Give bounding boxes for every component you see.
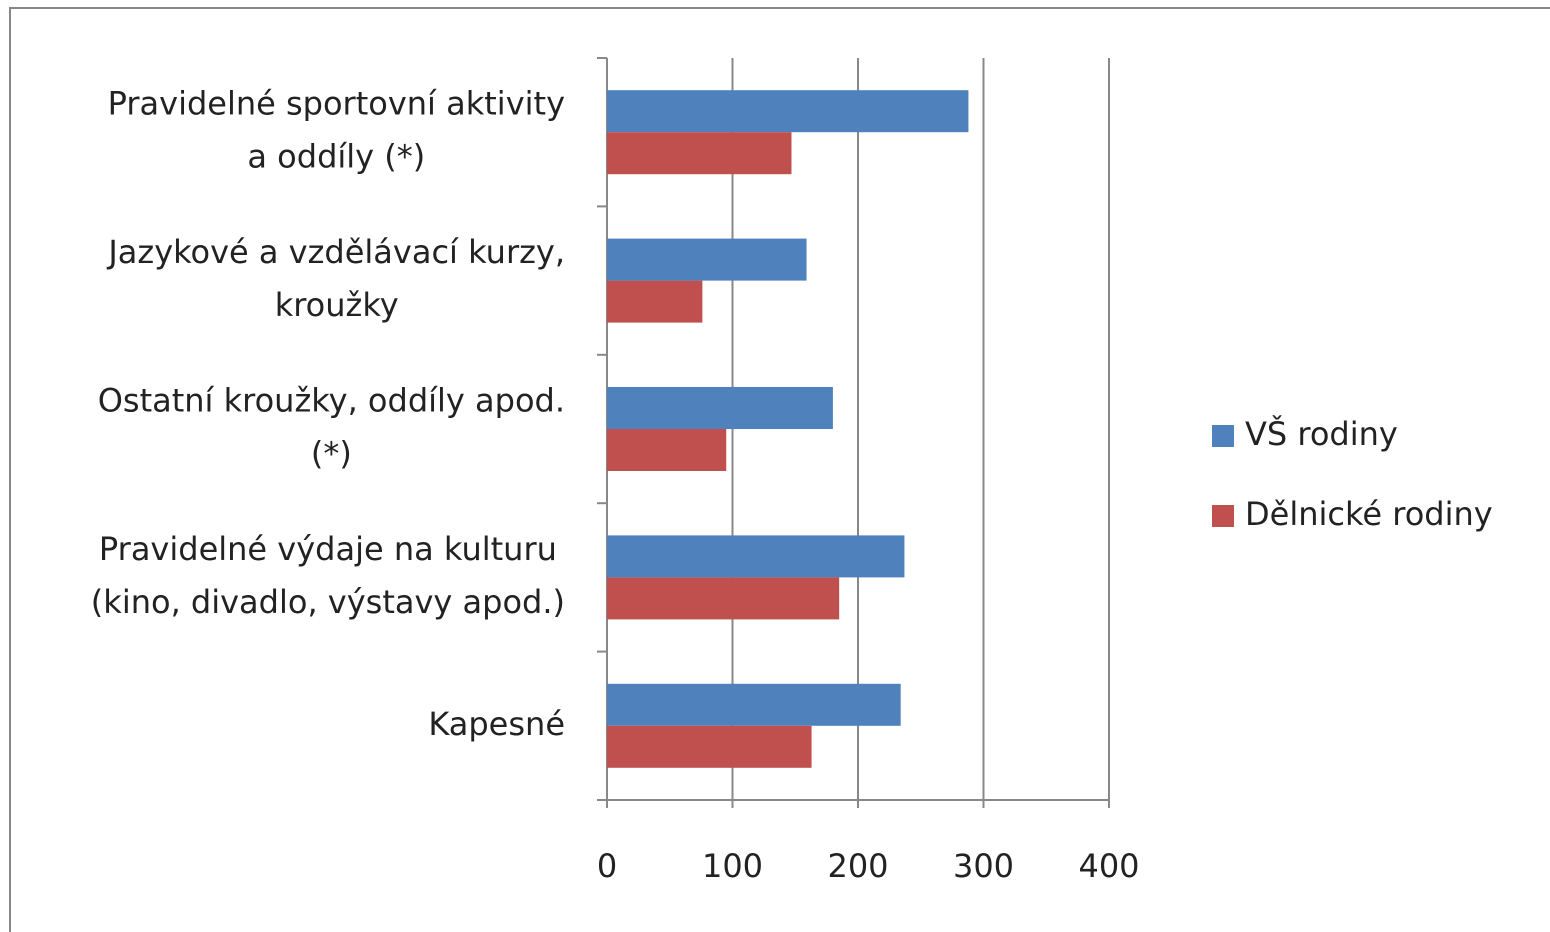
x-tick-label: 300: [953, 847, 1014, 885]
bar: [607, 238, 807, 281]
bar: [607, 429, 727, 471]
legend-swatch: [1212, 425, 1234, 447]
y-tick-label: Jazykové a vzdělávací kurzy, kroužky: [106, 233, 565, 324]
bar: [607, 387, 833, 429]
legend-label: VŠ rodiny: [1245, 414, 1398, 453]
y-tick-label: Pravidelné výdaje na kulturu (kino, divad…: [91, 530, 565, 621]
bar: [607, 577, 840, 620]
bar: [607, 725, 812, 768]
y-tick-label: Ostatní kroužky, oddíly apod. (*): [98, 382, 565, 473]
x-tick-label: 200: [827, 847, 888, 885]
bar: [607, 90, 969, 133]
x-tick-label: 0: [597, 847, 617, 885]
x-tick-label: 100: [702, 847, 763, 885]
bar: [607, 535, 905, 578]
bar: [607, 683, 901, 726]
y-tick-label: Pravidelné sportovní aktivity a oddíly (*…: [108, 85, 565, 176]
legend-label: Dělnické rodiny: [1245, 495, 1493, 533]
y-tick-label: Kapesné: [428, 705, 565, 743]
legend-swatch: [1212, 505, 1234, 527]
bar: [607, 280, 703, 323]
bar: [607, 132, 792, 175]
x-tick-label: 400: [1078, 847, 1139, 885]
